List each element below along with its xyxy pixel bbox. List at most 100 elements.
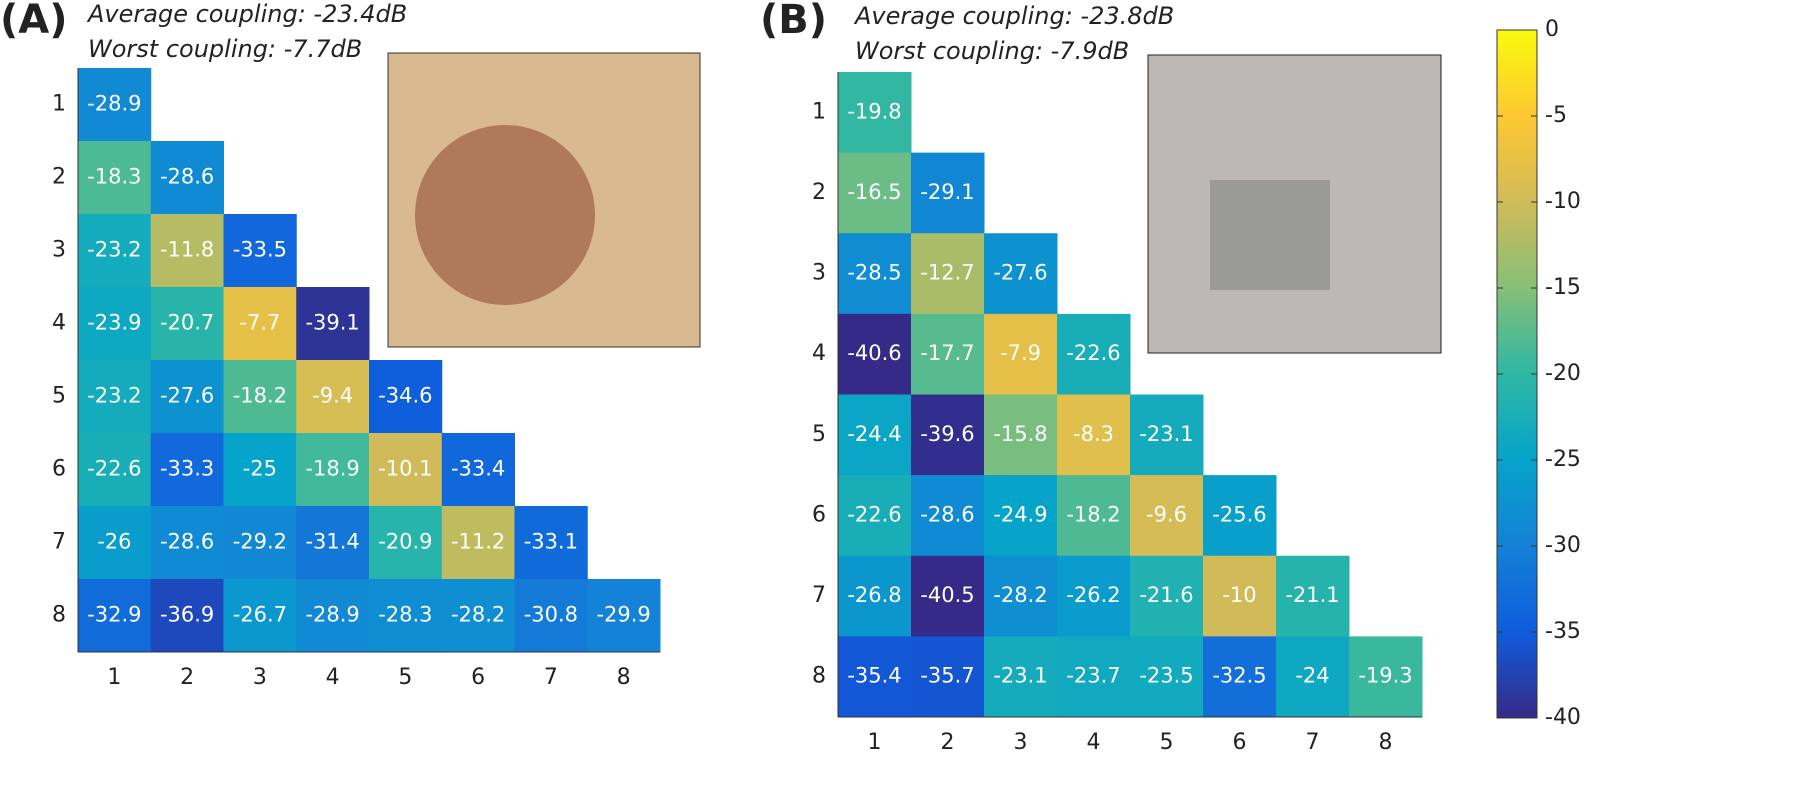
cell-label: -28.6 bbox=[920, 502, 974, 526]
x-tick-label: 6 bbox=[471, 665, 485, 690]
cell-label: -28.6 bbox=[160, 530, 214, 554]
cell-label: -24.9 bbox=[993, 502, 1047, 526]
cell-label: -21.1 bbox=[1285, 583, 1339, 607]
cell-label: -11.2 bbox=[451, 530, 505, 554]
x-tick-label: 7 bbox=[1306, 730, 1320, 755]
heatmap-cell bbox=[78, 360, 152, 434]
photo-detail bbox=[1210, 180, 1330, 290]
heatmap-cell bbox=[1203, 636, 1277, 718]
cell-label: -24.4 bbox=[847, 422, 901, 446]
cell-label: -7.9 bbox=[1000, 341, 1041, 365]
heatmap-cell bbox=[838, 152, 912, 234]
cell-label: -28.2 bbox=[451, 603, 505, 627]
cell-label: -20.7 bbox=[160, 311, 214, 335]
cell-label: -28.5 bbox=[847, 261, 901, 285]
heatmap-cell bbox=[296, 579, 370, 653]
cell-label: -32.9 bbox=[87, 603, 141, 627]
heatmap-cell bbox=[911, 233, 985, 315]
heatmap-cell bbox=[1057, 394, 1131, 476]
heatmap-cell bbox=[296, 287, 370, 361]
cell-label: -33.4 bbox=[451, 457, 505, 481]
y-tick-label: 3 bbox=[812, 261, 826, 286]
heatmap-cell bbox=[150, 360, 224, 434]
cell-label: -26 bbox=[97, 530, 131, 554]
x-tick-label: 5 bbox=[398, 665, 412, 690]
cell-label: -17.7 bbox=[920, 341, 974, 365]
cell-label: -33.3 bbox=[160, 457, 214, 481]
cell-label: -28.2 bbox=[993, 583, 1047, 607]
cell-label: -8.3 bbox=[1073, 422, 1114, 446]
heatmap-cell bbox=[838, 72, 912, 154]
heatmap-cell bbox=[984, 394, 1058, 476]
cell-label: -23.1 bbox=[993, 664, 1047, 688]
cell-label: -18.2 bbox=[1066, 502, 1120, 526]
heatmap-cell bbox=[150, 141, 224, 215]
cell-label: -33.5 bbox=[233, 238, 287, 262]
cell-label: -28.9 bbox=[305, 603, 359, 627]
heatmap-cell bbox=[984, 313, 1058, 395]
annotation: Worst coupling: -7.7dB bbox=[88, 35, 362, 63]
heatmap-cell bbox=[223, 506, 297, 580]
y-tick-label: 4 bbox=[52, 311, 66, 336]
heatmap-cell bbox=[223, 214, 297, 288]
cell-label: -40.5 bbox=[920, 583, 974, 607]
heatmap-cell bbox=[369, 579, 443, 653]
heatmap-cell bbox=[984, 555, 1058, 637]
cell-label: -10.1 bbox=[378, 457, 432, 481]
x-tick-label: 2 bbox=[180, 665, 194, 690]
annotation: Average coupling: -23.8dB bbox=[853, 2, 1174, 30]
photo-detail bbox=[415, 125, 595, 305]
cell-label: -18.3 bbox=[87, 165, 141, 189]
x-tick-label: 1 bbox=[868, 730, 882, 755]
cell-label: -27.6 bbox=[993, 261, 1047, 285]
cell-label: -25 bbox=[243, 457, 277, 481]
x-tick-label: 4 bbox=[326, 665, 340, 690]
heatmap-cell bbox=[911, 636, 985, 718]
cell-label: -40.6 bbox=[847, 341, 901, 365]
x-tick-label: 4 bbox=[1087, 730, 1101, 755]
panel-label: (A) bbox=[0, 0, 68, 43]
heatmap-cell bbox=[838, 636, 912, 718]
x-tick-label: 7 bbox=[544, 665, 558, 690]
heatmap-cell bbox=[223, 579, 297, 653]
cell-label: -23.9 bbox=[87, 311, 141, 335]
heatmap-cell bbox=[78, 287, 152, 361]
y-tick-label: 6 bbox=[52, 457, 66, 482]
cell-label: -23.7 bbox=[1066, 664, 1120, 688]
heatmap-cell bbox=[78, 433, 152, 507]
heatmap-cell bbox=[150, 287, 224, 361]
cell-label: -27.6 bbox=[160, 384, 214, 408]
cell-label: -22.6 bbox=[847, 502, 901, 526]
heatmap-cell bbox=[838, 233, 912, 315]
cell-label: -34.6 bbox=[378, 384, 432, 408]
y-tick-label: 2 bbox=[812, 180, 826, 205]
cell-label: -25.6 bbox=[1212, 502, 1266, 526]
heatmap-cell bbox=[1130, 636, 1204, 718]
heatmap-cell bbox=[911, 152, 985, 234]
heatmap-cell bbox=[369, 506, 443, 580]
heatmap-cell bbox=[838, 475, 912, 557]
cell-label: -26.8 bbox=[847, 583, 901, 607]
colorbar-tick-label: -35 bbox=[1545, 619, 1581, 644]
y-tick-label: 5 bbox=[52, 384, 66, 409]
heatmap-cell bbox=[984, 233, 1058, 315]
cell-label: -12.7 bbox=[920, 261, 974, 285]
y-tick-label: 2 bbox=[52, 165, 66, 190]
heatmap-cell bbox=[223, 287, 297, 361]
heatmap-cell bbox=[369, 360, 443, 434]
cell-label: -26.2 bbox=[1066, 583, 1120, 607]
cell-label: -23.2 bbox=[87, 238, 141, 262]
heatmap-cell bbox=[150, 579, 224, 653]
heatmap-cell bbox=[1130, 555, 1204, 637]
heatmap-cell bbox=[1057, 475, 1131, 557]
cell-label: -7.7 bbox=[239, 311, 280, 335]
cell-label: -39.1 bbox=[305, 311, 359, 335]
colorbar-tick-label: 0 bbox=[1545, 17, 1559, 42]
heatmap-cell bbox=[911, 475, 985, 557]
cell-label: -22.6 bbox=[1066, 341, 1120, 365]
heatmap-cell bbox=[223, 360, 297, 434]
x-tick-label: 3 bbox=[1014, 730, 1028, 755]
colorbar-tick-label: -25 bbox=[1545, 447, 1581, 472]
x-tick-label: 3 bbox=[253, 665, 267, 690]
